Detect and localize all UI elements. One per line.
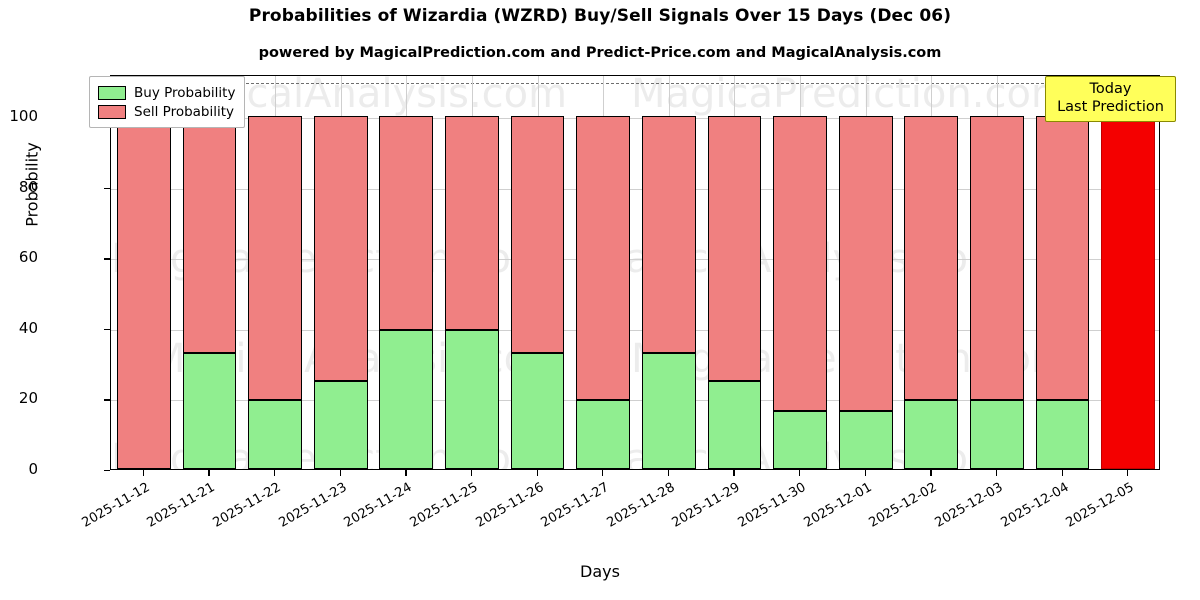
y-tick-label: 80 — [18, 177, 38, 196]
bar-segment-sell[interactable] — [838, 116, 893, 411]
bar-group[interactable] — [773, 74, 827, 469]
bar-segment-buy[interactable] — [379, 329, 434, 469]
legend-label-sell: Sell Probability — [134, 103, 235, 120]
y-tick-label: 100 — [9, 107, 38, 126]
y-tick-label: 20 — [18, 389, 38, 408]
x-tick-mark — [733, 470, 735, 476]
bar-segment-buy[interactable] — [313, 380, 368, 469]
x-tick-mark — [1061, 470, 1063, 476]
bar-group[interactable] — [379, 74, 434, 469]
plot-area: MagicalAnalysis.comMagicaPrediction.comM… — [110, 75, 1160, 470]
bar-segment-sell[interactable] — [1035, 116, 1090, 400]
bar-segment-buy[interactable] — [707, 380, 762, 469]
gridline — [111, 259, 1159, 261]
gridline — [111, 329, 1159, 331]
bar-segment-buy[interactable] — [1035, 399, 1090, 469]
y-tick-mark — [104, 258, 110, 260]
x-tick-mark — [864, 470, 866, 476]
bar-segment-sell[interactable] — [576, 116, 631, 400]
bar-segment-buy[interactable] — [838, 410, 893, 469]
x-tick-mark — [470, 470, 473, 476]
bar-group[interactable] — [1035, 74, 1090, 469]
x-tick-mark — [930, 470, 932, 476]
bar-group[interactable] — [248, 74, 302, 469]
bar-segment-sell[interactable] — [707, 116, 762, 381]
chart-legend: Buy Probability Sell Probability — [89, 76, 246, 128]
bar-segment-buy[interactable] — [248, 399, 302, 469]
y-tick-label: 60 — [18, 248, 38, 267]
bar-series-container — [111, 76, 1159, 469]
x-tick-mark — [274, 470, 276, 476]
y-tick-label: 0 — [28, 460, 38, 478]
bar-segment-buy[interactable] — [576, 399, 631, 469]
bar-segment-buy[interactable] — [445, 329, 499, 469]
x-axis-label: Days — [580, 562, 620, 581]
bar-segment-sell[interactable] — [1101, 116, 1156, 469]
bar-group[interactable] — [510, 74, 565, 469]
bar-segment-sell[interactable] — [182, 116, 237, 353]
bar-segment-sell[interactable] — [510, 116, 565, 353]
x-tick-mark — [142, 470, 144, 476]
bar-segment-sell[interactable] — [641, 116, 696, 353]
bar-segment-sell[interactable] — [116, 116, 171, 469]
x-tick-mark — [799, 470, 801, 476]
y-tick-mark — [104, 328, 110, 331]
bar-segment-buy[interactable] — [773, 410, 827, 469]
bar-group[interactable] — [904, 74, 959, 469]
x-tick-mark — [339, 470, 341, 476]
x-tick-mark — [995, 470, 998, 476]
bar-segment-sell[interactable] — [379, 116, 434, 330]
bar-segment-sell[interactable] — [904, 116, 959, 400]
bar-segment-buy[interactable] — [641, 352, 696, 469]
bar-group[interactable] — [313, 74, 368, 469]
gridline — [111, 400, 1159, 402]
bar-segment-sell[interactable] — [248, 116, 302, 400]
bar-segment-sell[interactable] — [970, 116, 1024, 400]
legend-item-sell: Sell Probability — [98, 102, 235, 121]
bar-segment-sell[interactable] — [445, 116, 499, 330]
y-tick-label: 40 — [18, 318, 38, 337]
bar-group[interactable] — [445, 74, 499, 469]
legend-item-buy: Buy Probability — [98, 83, 235, 102]
chart-subtitle: powered by MagicalPrediction.com and Pre… — [258, 45, 942, 61]
x-tick-mark — [1127, 470, 1129, 476]
y-tick-mark — [104, 470, 110, 472]
bar-group[interactable] — [970, 74, 1024, 469]
bar-segment-buy[interactable] — [182, 352, 237, 469]
chart-title: Probabilities of Wizardia (WZRD) Buy/Sel… — [248, 6, 952, 26]
bar-group[interactable] — [576, 74, 631, 469]
bar-segment-buy[interactable] — [970, 399, 1024, 469]
x-tick-mark — [536, 470, 538, 476]
today-annotation-line1: Today — [1089, 81, 1132, 97]
bar-group[interactable] — [707, 74, 762, 469]
legend-label-buy: Buy Probability — [134, 84, 236, 101]
today-annotation-line2: Last Prediction — [1057, 98, 1164, 115]
x-tick-mark — [667, 470, 669, 476]
legend-swatch-buy-icon — [98, 85, 126, 100]
legend-swatch-sell-icon — [98, 104, 126, 119]
bar-group[interactable] — [838, 74, 893, 469]
x-tick-mark — [602, 470, 604, 476]
bar-segment-buy[interactable] — [904, 399, 959, 469]
y-axis-label: Probability — [22, 142, 42, 227]
bar-segment-sell[interactable] — [313, 116, 368, 381]
bar-segment-sell[interactable] — [773, 116, 827, 411]
gridline — [111, 118, 1159, 120]
y-tick-mark — [104, 187, 110, 190]
bar-group[interactable] — [641, 74, 696, 469]
horizontal-gridlines — [111, 76, 1159, 469]
today-annotation: Today Last Prediction — [1045, 76, 1176, 123]
x-tick-mark — [208, 470, 210, 476]
bar-group[interactable] — [182, 74, 237, 469]
reference-dashed-line — [111, 83, 1159, 85]
gridline — [111, 188, 1159, 190]
bar-group[interactable] — [1101, 74, 1156, 469]
bar-group[interactable] — [116, 74, 171, 469]
bar-segment-buy[interactable] — [510, 352, 565, 469]
x-tick-mark — [405, 470, 407, 476]
y-tick-mark — [104, 399, 110, 401]
